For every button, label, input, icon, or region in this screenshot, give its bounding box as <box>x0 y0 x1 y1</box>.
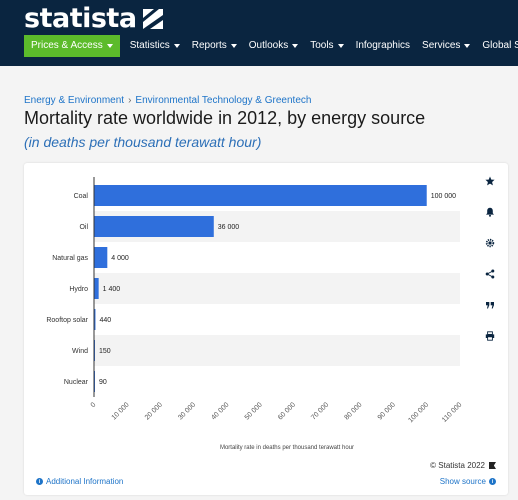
y-tick-label: Rooftop solar <box>46 317 88 324</box>
nav-item-label: Tools <box>310 40 334 51</box>
bell-icon <box>486 207 494 217</box>
x-tick-label: 50 000 <box>244 401 264 421</box>
x-tick-label: 30 000 <box>177 401 197 421</box>
y-tick-label: Nuclear <box>64 379 89 386</box>
x-tick-label: 10 000 <box>111 401 131 421</box>
additional-info-link[interactable]: i Additional Information <box>36 477 123 486</box>
data-label: 36 000 <box>218 224 240 231</box>
x-tick-label: 110 000 <box>441 401 464 424</box>
top-header: statista Prices & Access Statistics Report… <box>0 0 518 66</box>
nav-item-label: Reports <box>191 40 227 51</box>
copyright-text: © Statista 2022 <box>430 461 485 470</box>
data-label: 150 <box>99 348 111 355</box>
bar-chart: Coal 100 000 Oil 36 000 Natural gas 4 000 Hydr… <box>46 177 464 451</box>
chevron-down-icon <box>464 44 471 48</box>
flag-icon <box>489 462 496 469</box>
y-tick-label: Hydro <box>69 286 88 293</box>
nav-item-label: Infographics <box>355 40 411 51</box>
chart-toolbar <box>479 170 501 356</box>
chevron-down-icon <box>337 44 344 48</box>
star-icon <box>485 176 495 186</box>
data-label: 90 <box>99 379 107 386</box>
breadcrumb-link-greentech[interactable]: Environmental Technology & Greentech <box>135 95 312 106</box>
bar <box>94 278 99 299</box>
breadcrumb: Energy & Environment › Environmental Techn… <box>24 95 311 106</box>
additional-info-label: Additional Information <box>46 477 124 486</box>
nav-item-statistics[interactable]: Statistics <box>124 35 186 57</box>
y-tick-label: Wind <box>72 348 88 355</box>
cite-button[interactable] <box>479 294 501 316</box>
nav-item-label: Global Surv <box>482 40 518 51</box>
info-icon: i <box>489 478 496 485</box>
y-tick-label: Oil <box>79 224 88 231</box>
bar <box>94 309 96 330</box>
x-tick-label: 100 000 <box>407 401 430 424</box>
main-nav: Prices & Access Statistics Reports Outlooks… <box>24 35 518 57</box>
nav-item-label: Services <box>422 40 461 51</box>
data-label: 1 400 <box>103 286 121 293</box>
data-label: 4 000 <box>111 255 129 262</box>
print-button[interactable] <box>479 325 501 347</box>
page-subtitle: (in deaths per thousand terawatt hour) <box>24 134 262 150</box>
row-band <box>94 273 460 304</box>
x-tick-label: 70 000 <box>310 401 330 421</box>
x-tick-label: 0 <box>90 401 98 409</box>
chevron-down-icon <box>292 44 299 48</box>
y-tick-label: Coal <box>74 193 89 200</box>
bar <box>94 216 214 237</box>
bar <box>94 247 108 268</box>
data-label: 100 000 <box>431 193 456 200</box>
nav-item-infographics[interactable]: Infographics <box>350 35 416 57</box>
x-tick-label: 60 000 <box>277 401 297 421</box>
chevron-down-icon <box>230 44 237 48</box>
logo-mark-icon <box>142 8 163 29</box>
page-title: Mortality rate worldwide in 2012, by ene… <box>24 108 426 128</box>
nav-item-label: Prices & Access <box>31 40 103 51</box>
data-label: 440 <box>99 317 111 324</box>
chevron-down-icon <box>173 44 180 48</box>
x-tick-label: 90 000 <box>377 401 397 421</box>
nav-item-global-surv[interactable]: Global Surv <box>476 35 518 57</box>
nav-item-prices-access[interactable]: Prices & Access <box>24 35 120 57</box>
bar <box>94 185 427 206</box>
share-button[interactable] <box>479 263 501 285</box>
nav-item-label: Outlooks <box>248 40 289 51</box>
chevron-down-icon <box>106 44 113 48</box>
show-source-link[interactable]: Show source i <box>440 477 496 486</box>
breadcrumb-separator: › <box>128 95 132 106</box>
chart-copyright: © Statista 2022 <box>430 461 496 470</box>
statista-logo[interactable]: statista <box>24 3 163 34</box>
nav-item-reports[interactable]: Reports <box>186 35 243 57</box>
show-source-label: Show source <box>439 477 486 486</box>
row-band <box>94 335 460 366</box>
breadcrumb-link-energy[interactable]: Energy & Environment <box>24 95 125 106</box>
x-axis-label: Mortality rate in deaths per thousand te… <box>220 445 354 451</box>
quote-icon <box>486 302 494 309</box>
x-tick-label: 80 000 <box>343 401 363 421</box>
chart-card: Coal 100 000 Oil 36 000 Natural gas 4 000 Hydr… <box>24 163 508 495</box>
notification-button[interactable] <box>479 201 501 223</box>
logo-text: statista <box>24 3 137 34</box>
favorite-button[interactable] <box>479 170 501 192</box>
nav-item-services[interactable]: Services <box>416 35 476 57</box>
info-icon: i <box>36 478 43 485</box>
share-icon <box>485 269 495 279</box>
settings-button[interactable] <box>479 232 501 254</box>
x-tick-label: 20 000 <box>144 401 164 421</box>
nav-item-outlooks[interactable]: Outlooks <box>243 35 304 57</box>
print-icon <box>485 331 495 341</box>
y-tick-label: Natural gas <box>52 255 88 262</box>
nav-item-tools[interactable]: Tools <box>304 35 349 57</box>
nav-item-label: Statistics <box>129 40 170 51</box>
x-tick-label: 40 000 <box>210 401 230 421</box>
gear-icon <box>485 238 495 248</box>
